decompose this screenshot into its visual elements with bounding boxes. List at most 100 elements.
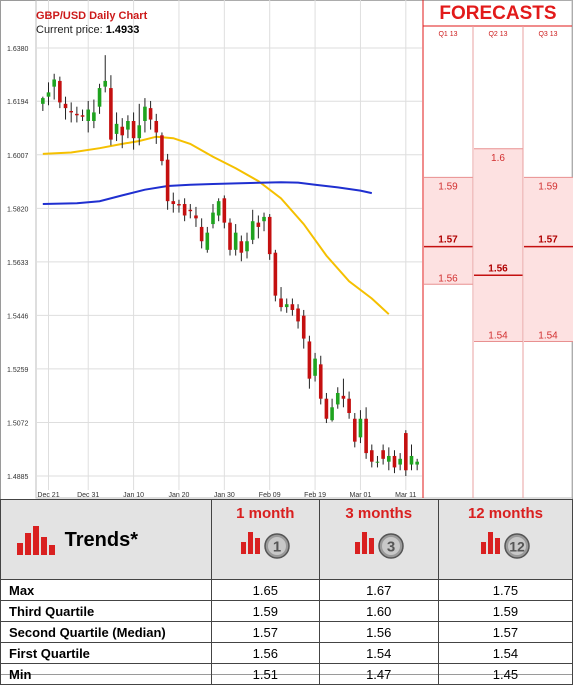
candle-body bbox=[256, 222, 261, 227]
candle bbox=[103, 55, 108, 93]
candle bbox=[369, 444, 374, 468]
forecast-band bbox=[474, 148, 523, 342]
forecast-panel bbox=[422, 0, 573, 498]
candle-body bbox=[387, 455, 391, 462]
candle bbox=[267, 214, 272, 260]
candle bbox=[290, 298, 295, 316]
row-label: Second Quartile (Median) bbox=[0, 621, 212, 643]
candle bbox=[409, 444, 414, 471]
candle-body bbox=[143, 106, 147, 122]
candle bbox=[415, 458, 419, 471]
candle-body bbox=[318, 364, 323, 399]
candle bbox=[392, 450, 397, 474]
candle bbox=[347, 391, 351, 419]
bar-chart-icon bbox=[17, 525, 55, 555]
candle bbox=[250, 209, 255, 245]
candle-body bbox=[335, 392, 340, 405]
candle-body bbox=[171, 201, 176, 205]
cell-3m: 1.47 bbox=[318, 663, 439, 685]
trends-title: Trends* bbox=[64, 528, 138, 551]
cell-12m: 1.54 bbox=[437, 642, 573, 664]
candle-body bbox=[58, 80, 62, 103]
current-price-value: 1.4933 bbox=[105, 24, 140, 36]
y-tick-label: 1.5072 bbox=[7, 420, 29, 427]
x-tick-label: Jan 30 bbox=[214, 492, 235, 499]
cell-1m: 1.51 bbox=[211, 663, 320, 685]
trend-row-median: Second Quartile (Median) 1.57 1.56 1.57 bbox=[0, 621, 573, 643]
x-tick-label: Mar 01 bbox=[350, 492, 372, 499]
candle-body bbox=[154, 121, 159, 133]
candle-body bbox=[211, 212, 215, 225]
cell-12m: 1.59 bbox=[437, 600, 573, 622]
candle-body bbox=[262, 216, 266, 222]
candle bbox=[97, 83, 102, 114]
candle-body bbox=[398, 458, 402, 465]
candle bbox=[177, 199, 181, 213]
horizon-3-months: 3 months 3 bbox=[318, 499, 439, 580]
trend-row-third-quartile: Third Quartile 1.59 1.60 1.59 bbox=[0, 600, 573, 622]
candle-body bbox=[222, 198, 227, 223]
candle bbox=[375, 455, 380, 468]
candle-body bbox=[103, 80, 108, 87]
candle-body bbox=[205, 232, 210, 250]
candle bbox=[256, 215, 261, 239]
badge-text: 12 bbox=[510, 539, 526, 555]
candle-body bbox=[188, 209, 193, 212]
forecast-value: 1.54 bbox=[538, 331, 558, 342]
candle-body bbox=[324, 398, 329, 419]
current-price-label: Current price: bbox=[36, 24, 103, 36]
candle-body bbox=[404, 433, 408, 471]
candle-body bbox=[392, 455, 397, 468]
x-tick-label: Dec 21 bbox=[37, 492, 59, 499]
candle-body bbox=[375, 461, 380, 463]
x-tick-label: Jan 10 bbox=[123, 492, 144, 499]
current-price: Current price: 1.4933 bbox=[36, 24, 139, 36]
moving-averages bbox=[42, 135, 390, 315]
candle bbox=[120, 118, 125, 149]
horizon-1-month: 1 month 1 bbox=[211, 499, 320, 580]
candle bbox=[318, 355, 323, 405]
candle bbox=[165, 153, 170, 210]
candle bbox=[80, 109, 85, 122]
candle-body bbox=[228, 222, 232, 250]
cell-1m: 1.57 bbox=[211, 621, 320, 643]
y-tick-label: 1.4885 bbox=[7, 474, 29, 481]
candle bbox=[41, 96, 45, 111]
trends-header-row: Trends* 1 month 1 3 months 3 12 mont bbox=[0, 499, 573, 580]
row-label: Min bbox=[0, 663, 212, 685]
candle bbox=[75, 106, 79, 123]
candle bbox=[387, 447, 391, 471]
candle-body bbox=[239, 241, 244, 253]
candle bbox=[194, 206, 198, 227]
candle-body bbox=[307, 341, 312, 379]
long-moving-average-line bbox=[42, 181, 373, 205]
calendar-12-icon: 12 bbox=[481, 532, 531, 559]
candle-body bbox=[109, 88, 113, 140]
candle bbox=[398, 453, 402, 471]
x-tick-label: Jan 20 bbox=[168, 492, 189, 499]
horizon-12-months: 12 months 12 bbox=[437, 499, 573, 580]
candle bbox=[69, 102, 73, 123]
row-label: Third Quartile bbox=[0, 600, 212, 622]
horizon-label: 12 months bbox=[467, 505, 543, 522]
y-axis-ticks: 1.6380 1.6194 1.6007 1.5820 1.5633 1.5446 1.52… bbox=[7, 46, 29, 481]
candle bbox=[211, 204, 215, 229]
candle bbox=[148, 100, 153, 130]
forecasts-heading: FORECASTS bbox=[439, 3, 557, 24]
y-tick-label: 1.5820 bbox=[7, 206, 29, 213]
candle bbox=[307, 335, 312, 389]
candle bbox=[52, 73, 56, 100]
cell-3m: 1.54 bbox=[318, 642, 439, 664]
candle bbox=[126, 115, 130, 139]
candle bbox=[341, 378, 346, 408]
candle-body bbox=[120, 126, 125, 136]
candle bbox=[154, 113, 159, 144]
candle-body bbox=[86, 109, 91, 122]
candle-body bbox=[381, 450, 385, 459]
candle-body bbox=[80, 115, 85, 117]
candle bbox=[335, 387, 340, 409]
candle bbox=[313, 352, 317, 382]
trends-title-cell: Trends* bbox=[0, 499, 212, 580]
candle-body bbox=[160, 135, 164, 162]
candle-body bbox=[290, 304, 295, 310]
